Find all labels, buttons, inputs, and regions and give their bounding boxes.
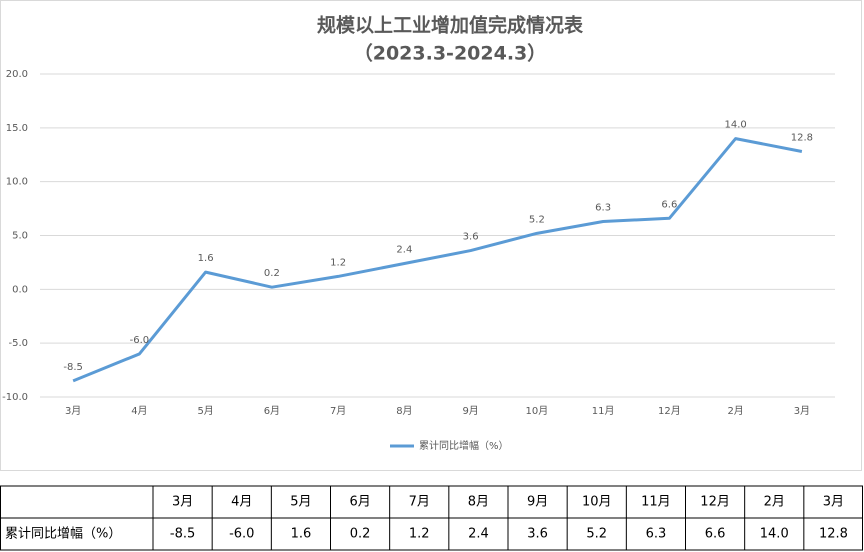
y-tick-label: -10.0 bbox=[2, 392, 28, 403]
table-header-cell: 5月 bbox=[290, 495, 311, 510]
table-header-cell: 3月 bbox=[172, 495, 193, 510]
table-header-cell: 12月 bbox=[700, 495, 730, 510]
data-label: 6.6 bbox=[661, 199, 677, 210]
data-label: 1.2 bbox=[330, 257, 346, 268]
data-label: -6.0 bbox=[130, 335, 150, 346]
table-value-cell: 2.4 bbox=[468, 527, 489, 542]
table-value-cell: 0.2 bbox=[350, 527, 371, 542]
table-value-cell: 6.3 bbox=[646, 527, 667, 542]
x-tick-label: 2月 bbox=[727, 405, 743, 417]
table-value-cell: -6.0 bbox=[229, 527, 254, 542]
table-value-cell: 12.8 bbox=[819, 527, 848, 542]
table-header-cell: 9月 bbox=[527, 495, 548, 510]
x-tick-label: 9月 bbox=[462, 405, 478, 417]
data-label: -8.5 bbox=[63, 362, 83, 373]
x-tick-label: 5月 bbox=[197, 405, 213, 417]
table-header-cell: 6月 bbox=[349, 495, 370, 510]
y-tick-label: -5.0 bbox=[8, 338, 28, 349]
data-label: 14.0 bbox=[724, 120, 746, 131]
table-value-cell: 5.2 bbox=[586, 527, 607, 542]
table-header-cell: 8月 bbox=[468, 495, 489, 510]
table-value-cell: 1.2 bbox=[409, 527, 430, 542]
table-value-cell: 6.6 bbox=[705, 527, 726, 542]
y-tick-label: 20.0 bbox=[6, 69, 28, 80]
data-label: 1.6 bbox=[198, 253, 214, 264]
table-header-cell: 2月 bbox=[764, 495, 785, 510]
chart-title: 规模以上工业增加值完成情况表 bbox=[317, 14, 584, 37]
table-value-cell: -8.5 bbox=[170, 527, 195, 542]
x-tick-label: 3月 bbox=[794, 405, 810, 417]
table-value-cell: 3.6 bbox=[527, 527, 548, 542]
x-tick-label: 12月 bbox=[658, 405, 681, 417]
table-value-cell: 1.6 bbox=[291, 527, 312, 542]
table-header-cell: 11月 bbox=[641, 495, 671, 510]
x-tick-label: 6月 bbox=[264, 405, 280, 417]
line-series bbox=[72, 137, 803, 383]
data-label: 0.2 bbox=[264, 268, 280, 279]
x-tick-label: 4月 bbox=[131, 405, 147, 417]
data-label: 6.3 bbox=[595, 203, 611, 214]
table-header-cell: 7月 bbox=[409, 495, 430, 510]
chart-subtitle: （2023.3-2024.3） bbox=[354, 42, 547, 65]
x-tick-label: 11月 bbox=[592, 405, 615, 417]
table-header-cell: 3月 bbox=[823, 495, 844, 510]
x-tick-label: 7月 bbox=[330, 405, 346, 417]
data-label: 3.6 bbox=[463, 232, 479, 243]
y-tick-label: 15.0 bbox=[6, 123, 28, 134]
legend-label: 累计同比增幅（%） bbox=[419, 439, 509, 452]
x-tick-label: 3月 bbox=[65, 405, 81, 417]
data-label: 5.2 bbox=[529, 214, 545, 225]
table-header-cell: 10月 bbox=[582, 495, 612, 510]
table-row-header: 累计同比增幅（%） bbox=[5, 527, 121, 542]
table-value-cell: 14.0 bbox=[760, 527, 789, 542]
y-tick-label: 0.0 bbox=[12, 284, 28, 295]
y-tick-label: 5.0 bbox=[12, 231, 28, 242]
x-tick-label: 8月 bbox=[396, 405, 412, 417]
data-label: 12.8 bbox=[791, 133, 813, 144]
x-tick-label: 10月 bbox=[526, 405, 549, 417]
data-label: 2.4 bbox=[396, 244, 412, 255]
table-header-cell: 4月 bbox=[231, 495, 252, 510]
y-tick-label: 10.0 bbox=[6, 177, 28, 188]
